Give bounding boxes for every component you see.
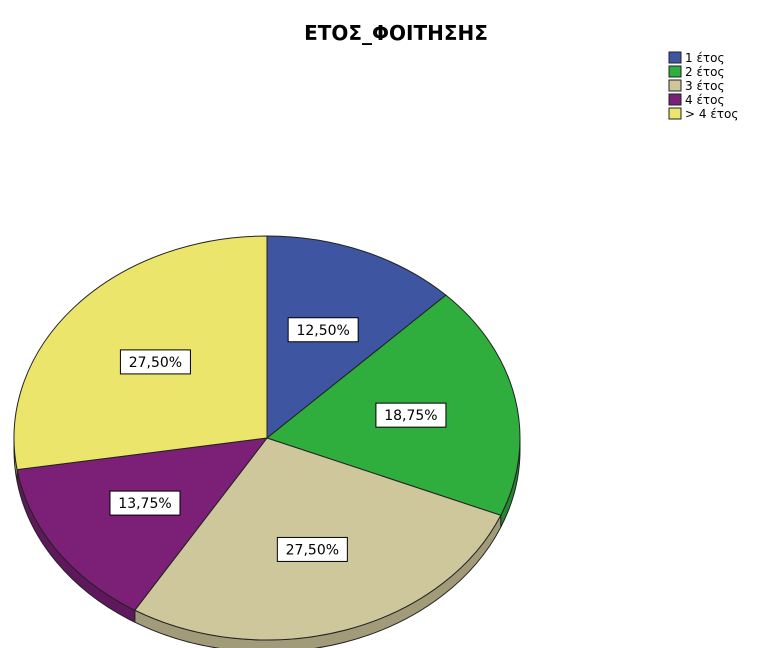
legend-item-1: 1 έτος <box>668 51 725 65</box>
pie-label-4: 13,75% <box>109 490 181 516</box>
pie-label-text: 18,75% <box>384 408 437 424</box>
pie-slice-4 <box>16 437 269 611</box>
legend-swatch <box>668 93 682 106</box>
pie-label-box <box>276 536 348 562</box>
pie-label-5: 27,50% <box>119 349 191 375</box>
pie-label-text: 27,50% <box>129 355 182 371</box>
pie-label-box <box>119 349 191 375</box>
legend-swatch <box>668 79 682 92</box>
pie-label-2: 18,75% <box>375 402 447 428</box>
legend-label: 1 έτος <box>685 51 725 65</box>
legend-label: 3 έτος <box>685 79 725 93</box>
legend-label: 2 έτος <box>685 65 725 79</box>
legend-item-4: 4 έτος <box>668 93 725 107</box>
legend-swatch <box>668 51 682 64</box>
pie-label-box <box>375 402 447 428</box>
pie-labels: 12,50% 18,75% 27,50% 13,75% 27,50% <box>109 317 447 562</box>
pie-slices <box>13 235 521 641</box>
chart-title: ΕΤΟΣ_ΦΟΙΤΗΣΗΣ <box>304 21 488 45</box>
pie-label-1: 12,50% <box>287 317 359 343</box>
legend-item-3: 3 έτος <box>668 79 725 93</box>
pie-label-text: 13,75% <box>118 496 171 512</box>
legend-label: 4 έτος <box>685 93 725 107</box>
pie-label-text: 27,50% <box>286 542 339 558</box>
legend-item-5: > 4 έτος <box>668 107 738 121</box>
pie-label-3: 27,50% <box>276 536 348 562</box>
legend-swatch <box>668 107 682 120</box>
pie-label-text: 12,50% <box>296 323 349 339</box>
legend-label: > 4 έτος <box>685 107 738 121</box>
legend-item-2: 2 έτος <box>668 65 725 79</box>
legend-swatch <box>668 65 682 78</box>
pie-label-box <box>287 317 359 343</box>
pie-label-box <box>109 490 181 516</box>
